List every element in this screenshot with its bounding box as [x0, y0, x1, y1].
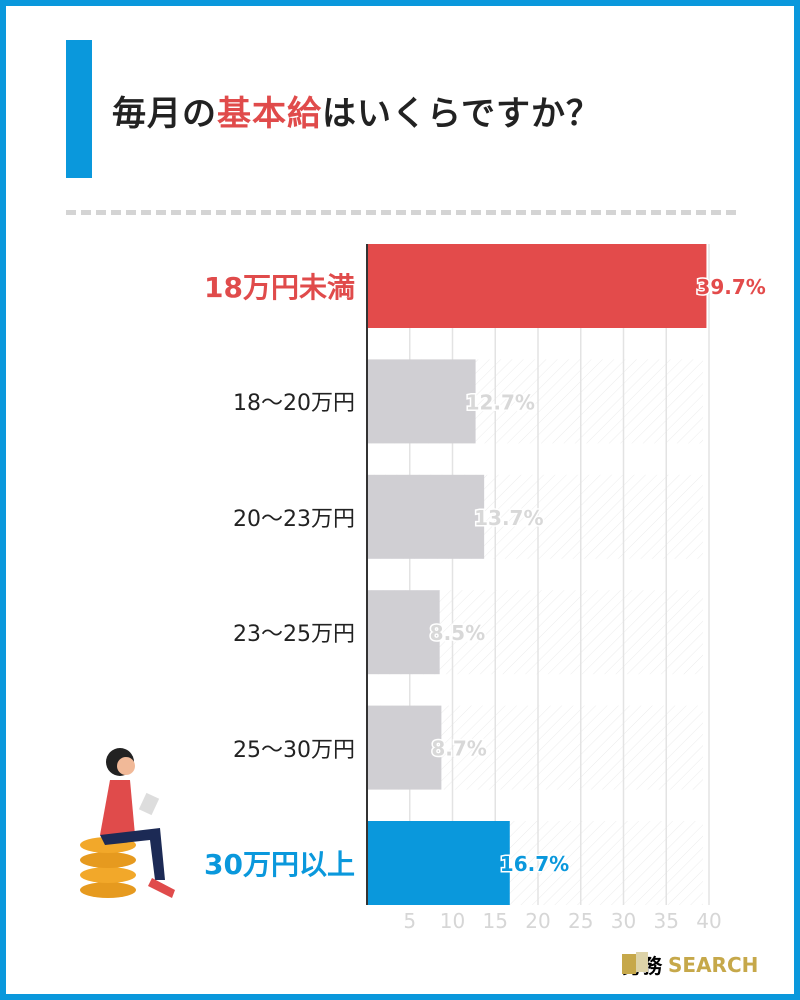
book-logo-icon: [622, 952, 648, 974]
x-tick-label: 30: [611, 909, 636, 933]
bar: [367, 244, 707, 328]
category-label: 20〜23万円: [233, 506, 355, 532]
data-label: 39.7%: [696, 275, 765, 299]
title-post: はいくらですか？: [322, 94, 601, 134]
bar: [367, 359, 476, 444]
bar: [367, 590, 440, 675]
category-label: 18万円未満: [204, 271, 355, 304]
x-tick-label: 5: [403, 909, 416, 933]
category-label: 25〜30万円: [233, 737, 355, 763]
x-tick-label: 20: [525, 909, 550, 933]
data-label: 12.7%: [466, 390, 535, 414]
data-label: 8.7%: [431, 737, 486, 761]
bar: [367, 821, 510, 905]
bar: [367, 474, 485, 559]
divider: [66, 210, 736, 215]
title-pre: 毎月の: [112, 94, 217, 134]
category-label: 30万円以上: [204, 848, 355, 881]
x-tick-label: 10: [440, 909, 465, 933]
logo-en: SEARCH: [668, 952, 759, 977]
category-label: 23〜25万円: [233, 622, 355, 648]
page-title: 毎月の基本給はいくらですか？: [112, 86, 601, 135]
data-label: 13.7%: [474, 506, 543, 530]
bar: [367, 705, 442, 790]
x-tick-label: 40: [696, 909, 721, 933]
person-on-coins-illustration: [80, 748, 175, 898]
x-tick-label: 25: [568, 909, 593, 933]
category-label: 18〜20万円: [233, 391, 355, 417]
data-label: 16.7%: [500, 852, 569, 876]
x-tick-label: 35: [654, 909, 679, 933]
logo: 労務SEARCH: [622, 950, 758, 979]
x-tick-label: 15: [483, 909, 508, 933]
title-highlight: 基本給: [217, 94, 322, 134]
data-label: 8.5%: [430, 621, 485, 645]
title-accent-bar: [66, 40, 92, 178]
